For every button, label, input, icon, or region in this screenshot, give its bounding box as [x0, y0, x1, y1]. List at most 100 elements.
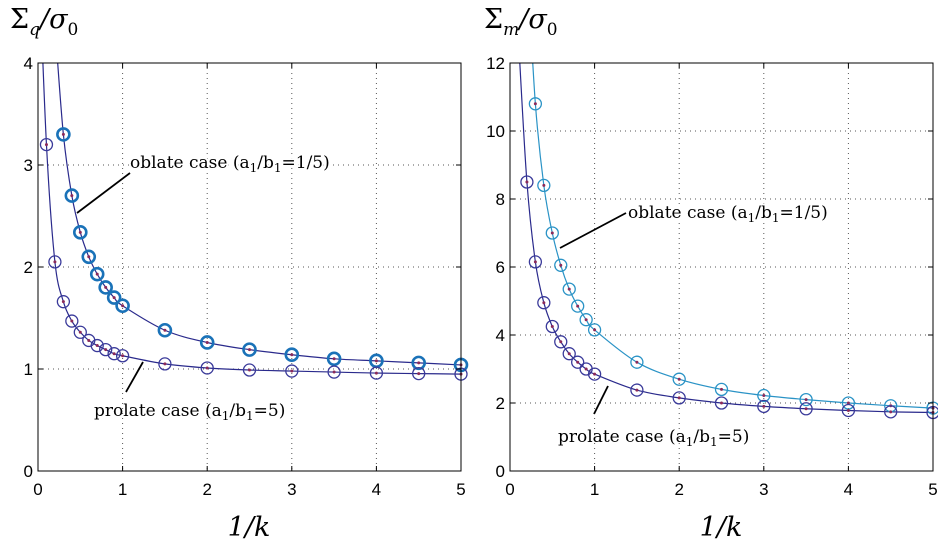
oblate-data-point	[326, 351, 342, 367]
oblate-annotation: oblate case (a1/b1=1/5)	[130, 153, 330, 175]
y-tick-label: 4	[496, 326, 505, 345]
prolate-data-point	[714, 396, 729, 410]
prolate-data-point	[757, 399, 771, 414]
prolate-data-point	[200, 361, 214, 375]
oblate-data-point	[64, 188, 80, 203]
prolate-data-point	[48, 255, 62, 269]
prolate-data-point	[562, 347, 576, 361]
oblate-data-point	[672, 372, 686, 386]
markers	[520, 97, 938, 420]
y-tick-label: 2	[496, 394, 505, 413]
prolate-data-point	[39, 137, 54, 152]
plot-area	[510, 63, 933, 471]
y-tick-label: 0	[24, 462, 33, 481]
x-tick-label: 2	[674, 480, 683, 499]
y-tick-label: 8	[496, 190, 505, 209]
x-tick-label: 4	[844, 480, 853, 499]
x-tick-label: 1	[590, 480, 599, 499]
oblate-data-point	[157, 322, 173, 338]
prolate-data-point	[537, 296, 551, 310]
prolate-curve	[42, 63, 461, 375]
oblate-data-point	[562, 282, 576, 296]
oblate-data-point	[528, 97, 543, 111]
prolate-data-point	[90, 338, 104, 353]
y-tick-label: 0	[496, 462, 505, 481]
prolate-annotation-pointer	[125, 361, 144, 393]
prolate-data-point	[115, 349, 130, 363]
markers	[39, 127, 469, 381]
oblate-data-point	[411, 355, 427, 371]
oblate-annotation: oblate case (a1/b1=1/5)	[628, 203, 828, 225]
oblate-data-point	[199, 335, 215, 350]
x-tick-label: 5	[456, 480, 465, 499]
y-tick-label: 10	[486, 122, 505, 141]
prolate-data-point	[884, 405, 898, 419]
y-label-sub: q	[29, 20, 40, 40]
oblate-data-point	[81, 249, 97, 265]
x-tick-label: 0	[33, 480, 42, 499]
prolate-data-point	[56, 295, 71, 309]
y-label-rest: /σ	[516, 4, 548, 35]
x-tick-label: 3	[759, 480, 768, 499]
oblate-data-point	[242, 342, 257, 357]
y-tick-label: 2	[24, 258, 33, 277]
prolate-data-point	[107, 347, 121, 361]
y-axis-label: Σm/σ0	[484, 4, 558, 40]
prolate-data-point	[369, 366, 384, 380]
oblate-data-point	[545, 226, 559, 240]
y-tick-label: 4	[24, 54, 33, 73]
y-tick-label: 6	[496, 258, 505, 277]
oblate-data-point	[537, 178, 551, 193]
prolate-data-point	[799, 402, 813, 416]
oblate-data-point	[630, 355, 644, 369]
oblate-annotation-pointer	[559, 212, 627, 249]
y-label-rest-sub: 0	[68, 20, 79, 40]
prolate-data-point	[545, 319, 559, 334]
y-tick-label: 12	[486, 54, 505, 73]
y-label-rest: /σ	[37, 4, 69, 35]
y-label-main: Σ	[484, 4, 503, 35]
prolate-data-point	[520, 175, 534, 189]
oblate-data-point	[73, 225, 88, 240]
x-tick-label: 3	[287, 480, 296, 499]
prolate-data-point	[528, 255, 543, 269]
oblate-data-point	[284, 347, 300, 363]
prolate-data-point	[554, 335, 568, 349]
x-tick-label: 5	[928, 480, 937, 499]
oblate-data-point	[714, 382, 729, 397]
prolate-data-point	[412, 366, 426, 381]
x-tick-label: 4	[372, 480, 381, 499]
x-axis-label: 1/k	[700, 512, 743, 543]
oblate-data-point	[554, 258, 568, 272]
oblate-data-point	[56, 127, 71, 142]
oblate-data-point	[757, 388, 771, 403]
prolate-data-point	[672, 391, 686, 405]
y-tick-label: 3	[24, 156, 33, 175]
ticks: 0 1 2 3 4 5 0 1 2 3 4	[24, 54, 466, 499]
prolate-data-point	[571, 355, 585, 369]
prolate-data-point	[65, 314, 79, 328]
x-tick-label: 0	[505, 480, 514, 499]
oblate-data-point	[89, 266, 105, 282]
prolate-data-point	[630, 383, 644, 397]
prolate-annotation: prolate case (a1/b1=5)	[94, 401, 285, 423]
prolate-annotation: prolate case (a1/b1=5)	[558, 427, 749, 449]
prolate-data-point	[99, 342, 113, 357]
grid	[38, 63, 461, 471]
x-tick-label: 2	[202, 480, 211, 499]
x-tick-label: 1	[118, 480, 127, 499]
prolate-data-point	[587, 367, 602, 381]
oblate-data-point	[98, 280, 113, 295]
oblate-data-point	[106, 290, 122, 305]
oblate-data-point	[115, 298, 130, 314]
oblate-data-point	[571, 299, 585, 313]
oblate-data-point	[799, 392, 813, 407]
y-axis-label: Σq/σ0	[10, 4, 78, 40]
y-label-main: Σ	[10, 4, 29, 35]
y-label-sub: m	[503, 20, 519, 40]
oblate-data-point	[587, 323, 602, 337]
